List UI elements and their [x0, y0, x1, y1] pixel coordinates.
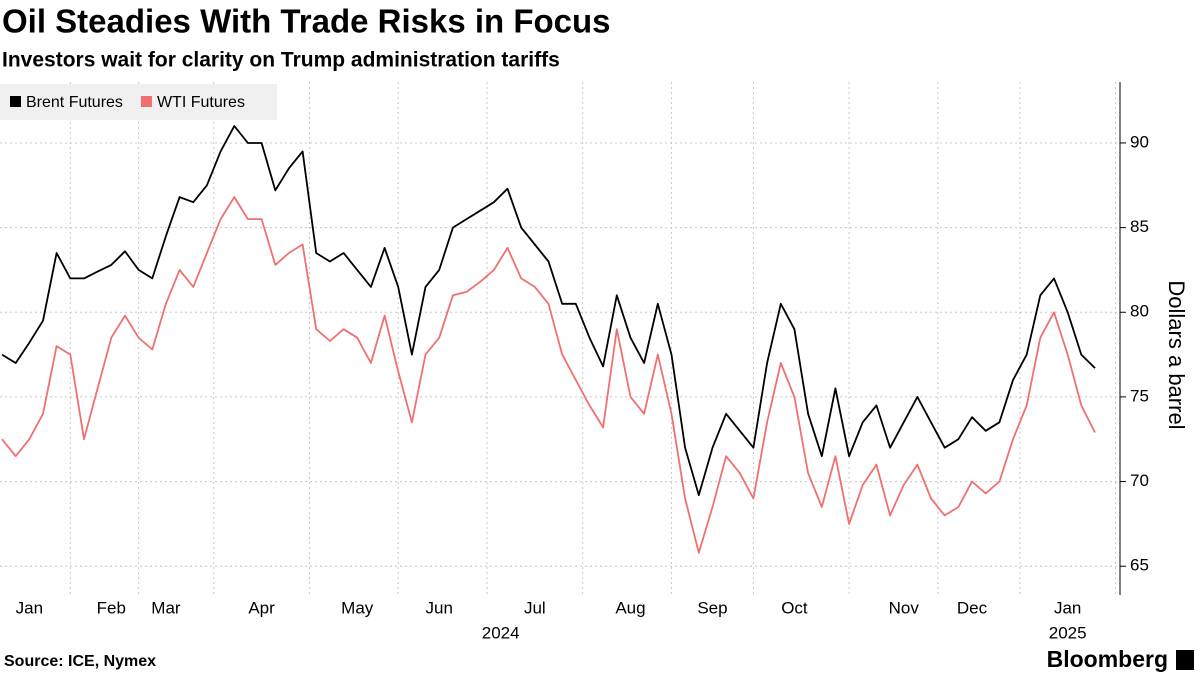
- legend-box: [0, 84, 277, 120]
- legend-swatch: [140, 96, 152, 107]
- chart-title: Oil Steadies With Trade Risks in Focus: [2, 3, 611, 40]
- y-tick-label: 70: [1130, 471, 1149, 490]
- series-line: [1, 125, 1096, 496]
- x-tick-label: Nov: [889, 598, 920, 617]
- x-tick-label: Apr: [248, 598, 275, 617]
- x-tick-label: Jan: [16, 598, 43, 617]
- x-tick-label: Mar: [151, 598, 181, 617]
- legend-label: Brent Futures: [26, 94, 123, 111]
- x-tick-label: Jun: [425, 598, 452, 617]
- y-tick-label: 80: [1130, 302, 1149, 321]
- x-tick-label: May: [341, 598, 374, 617]
- x-tick-label: Feb: [97, 598, 126, 617]
- y-tick-label: 90: [1130, 132, 1149, 151]
- legend-swatch: [10, 96, 21, 107]
- series-line: [1, 196, 1096, 554]
- source: Source: ICE, Nymex: [4, 653, 156, 670]
- x-tick-label: Dec: [957, 598, 988, 617]
- legend: Brent Futures WTI Futures: [0, 84, 277, 120]
- x-tick-label: Jul: [524, 598, 546, 617]
- x-tick-label: Sep: [697, 598, 727, 617]
- y-axis-label: Dollars a barrel: [1164, 280, 1189, 429]
- y-tick-label: 85: [1130, 217, 1149, 236]
- x-tick-label: Jan: [1054, 598, 1081, 617]
- legend-label: WTI Futures: [157, 94, 245, 111]
- x-tick-label: Aug: [615, 598, 645, 617]
- year-label: 2024: [482, 623, 520, 642]
- x-tick-label: Oct: [781, 598, 808, 617]
- brand-icon: [1176, 650, 1194, 670]
- y-tick-label: 65: [1130, 556, 1149, 575]
- chart-subtitle: Investors wait for clarity on Trump admi…: [2, 49, 560, 72]
- year-label: 2025: [1049, 623, 1087, 642]
- brand: Bloomberg: [1047, 646, 1168, 672]
- y-tick-label: 75: [1130, 386, 1149, 405]
